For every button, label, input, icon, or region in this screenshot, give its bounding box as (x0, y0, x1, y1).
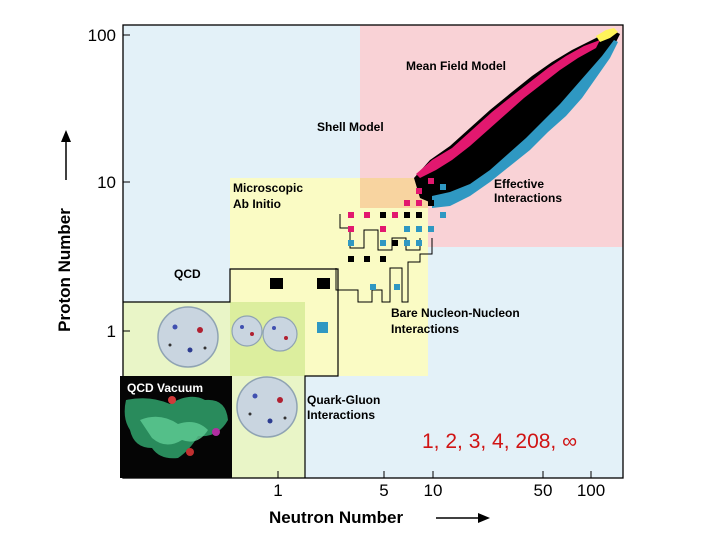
qcd-vacuum-label: QCD Vacuum (127, 381, 203, 395)
mean-field-model-label: Mean Field Model (406, 59, 506, 73)
nucleus-marker (416, 240, 422, 246)
quark-dot (203, 346, 207, 350)
nucleon-circle (236, 376, 298, 438)
teal-square-marker (317, 322, 328, 333)
microscopic-ab-initio-label-line1: Microscopic (233, 181, 303, 195)
x-tick-label-5: 5 (379, 481, 388, 500)
quark-gluon-interactions-label-line2: Interactions (307, 408, 375, 422)
nucleus-marker (392, 212, 398, 218)
quark-gluon-interactions-label-line1: Quark-Gluon (307, 393, 380, 407)
y-tick-label-10: 10 (97, 173, 116, 192)
band-proton-rich-magenta (416, 40, 600, 178)
effective-interactions-label-line1: Effective (494, 177, 544, 191)
quark-dot (272, 326, 276, 330)
nucleus-marker (380, 240, 386, 246)
y-axis: 100 10 1 (88, 26, 130, 341)
y-axis-title: Proton Number (55, 208, 74, 332)
x-axis-title: Neutron Number (269, 508, 404, 527)
nucleus-marker (404, 212, 410, 218)
nucleus-marker (440, 184, 446, 190)
nucleus-marker (380, 212, 386, 218)
shell-model-label: Shell Model (317, 120, 384, 134)
vacuum-hotspot (186, 448, 194, 456)
nucleus-marker (404, 200, 410, 206)
quark-dot (187, 347, 193, 353)
band-yellow-dripline (596, 28, 618, 42)
x-axis: 1 5 10 50 100 (273, 471, 605, 500)
y-tick-label-1: 1 (107, 322, 116, 341)
nucleon-illustration (157, 306, 219, 368)
nucleus-marker (348, 256, 354, 262)
light-nuclei-markers (348, 178, 446, 290)
vacuum-hotspot (212, 428, 220, 436)
nuclear-chart-band (414, 28, 620, 208)
nucleus-marker (428, 200, 434, 206)
quark-dot (267, 418, 273, 424)
x-tick-label-1: 1 (273, 481, 282, 500)
bare-nn-interactions-label-line2: Interactions (391, 322, 459, 336)
nucleus-marker (428, 178, 434, 184)
nucleon-circle (262, 316, 298, 352)
band-stability-line (423, 34, 617, 190)
quark-dot (172, 324, 178, 330)
nucleus-marker (392, 240, 398, 246)
nucleus-marker (416, 188, 422, 194)
nucleon-circle (231, 315, 263, 347)
nucleus-marker (370, 284, 376, 290)
nucleon-circle (157, 306, 219, 368)
quark-dot (197, 327, 203, 333)
nucleus-marker (348, 212, 354, 218)
nucleus-marker (394, 284, 400, 290)
nucleus-marker (416, 212, 422, 218)
vacuum-hotspot (168, 396, 176, 404)
y-tick-label-100: 100 (88, 26, 116, 45)
y-axis-arrow (61, 130, 71, 180)
nucleus-marker (348, 240, 354, 246)
nucleus-marker (348, 226, 354, 232)
black-square-marker (317, 278, 330, 289)
effective-interactions-label-line2: Interactions (494, 191, 562, 205)
nucleon-illustration (262, 316, 298, 352)
nucleus-marker (416, 226, 422, 232)
nucleus-marker (380, 226, 386, 232)
quark-dot (240, 325, 244, 329)
nuclear-region-outline (123, 268, 339, 478)
x-tick-label-10: 10 (424, 481, 443, 500)
qcd-vacuum-image: QCD Vacuum (120, 376, 232, 478)
nucleus-marker (380, 256, 386, 262)
quark-dot (252, 393, 258, 399)
qcd-label: QCD (174, 267, 201, 281)
quark-dot (277, 397, 283, 403)
nucleon-illustration (231, 315, 263, 347)
quark-dot (248, 412, 252, 416)
vacuum-field-blob (140, 416, 208, 445)
quark-dot (168, 343, 172, 347)
light-nuclei-outline (335, 238, 433, 303)
x-tick-label-100: 100 (577, 481, 605, 500)
bare-nn-interactions-label-line1: Bare Nucleon-Nucleon (391, 306, 520, 320)
y-axis-arrow-head (61, 130, 71, 142)
x-tick-label-50: 50 (534, 481, 553, 500)
microscopic-ab-initio-label-line2: Ab Initio (233, 197, 281, 211)
x-axis-arrow-head (478, 513, 490, 523)
magic-numbers-text: 1, 2, 3, 4, 208, ∞ (422, 430, 577, 453)
nucleus-marker (364, 256, 370, 262)
nucleus-marker (416, 200, 422, 206)
nucleus-marker (440, 212, 446, 218)
nucleus-marker (364, 212, 370, 218)
x-axis-arrow (436, 513, 490, 523)
quark-dot (283, 416, 287, 420)
nucleus-marker (404, 240, 410, 246)
black-square-marker (270, 278, 283, 289)
nucleus-marker (440, 200, 446, 206)
nucleon-illustration (236, 376, 298, 438)
chart-frame (122, 24, 624, 479)
quark-dot (250, 332, 254, 336)
quark-dot (284, 336, 288, 340)
nucleus-marker (428, 226, 434, 232)
nucleus-marker (404, 226, 410, 232)
